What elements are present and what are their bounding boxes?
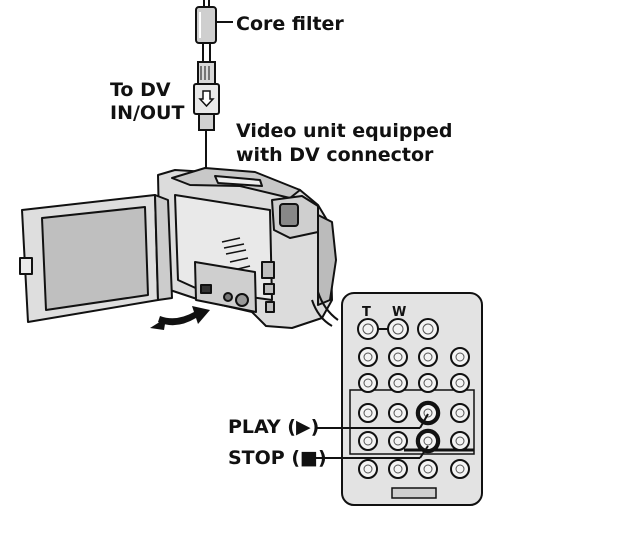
- play-label: PLAY (▶): [228, 416, 320, 438]
- remote-button: [418, 373, 438, 393]
- lcd-monitor: [19, 194, 173, 323]
- rotate-arrow-icon: [150, 306, 210, 330]
- remote-button-inner: [362, 323, 374, 335]
- remote-button: [388, 373, 408, 393]
- to-dv-label-line2: IN/OUT: [110, 102, 185, 124]
- remote-button: [418, 431, 438, 451]
- remote-button: [358, 403, 378, 423]
- remote-button-inner: [422, 323, 434, 335]
- core-filter-label: Core filter: [236, 13, 344, 35]
- video-unit-label-line2: with DV connector: [236, 144, 434, 166]
- remote-button-inner: [455, 378, 465, 388]
- remote-control-icon: [341, 292, 483, 506]
- highlighted-button-ring: [415, 428, 441, 454]
- remote-button: [358, 431, 378, 451]
- camcorder-icon: [157, 167, 339, 329]
- video-unit-label-line1: Video unit equipped: [236, 120, 453, 142]
- remote-button: [388, 347, 408, 367]
- remote-button-inner: [423, 464, 433, 474]
- remote-button-inner: [363, 352, 373, 362]
- remote-button: [388, 403, 408, 423]
- remote-button-inner: [455, 464, 465, 474]
- remote-button: [358, 373, 378, 393]
- remote-button: [388, 431, 408, 451]
- to-dv-label-line1: To DV: [110, 79, 171, 101]
- remote-w-label: W: [392, 305, 407, 320]
- remote-button-inner: [393, 464, 403, 474]
- remote-button: [417, 318, 439, 340]
- remote-button-inner: [455, 436, 465, 446]
- remote-button-inner: [423, 378, 433, 388]
- remote-t-label: T: [362, 305, 371, 320]
- remote-button: [358, 347, 378, 367]
- remote-button-inner: [393, 352, 403, 362]
- remote-button: [418, 459, 438, 479]
- remote-button: [450, 403, 470, 423]
- remote-button-inner: [363, 408, 373, 418]
- remote-button-inner: [393, 378, 403, 388]
- remote-button-inner: [455, 352, 465, 362]
- remote-button-inner: [363, 464, 373, 474]
- remote-button-inner: [363, 436, 373, 446]
- remote-button: [450, 347, 470, 367]
- remote-button: [418, 403, 438, 423]
- remote-button: [450, 459, 470, 479]
- remote-button-inner: [423, 352, 433, 362]
- remote-button: [358, 459, 378, 479]
- remote-button: [450, 431, 470, 451]
- remote-button: [388, 459, 408, 479]
- remote-button-inner: [363, 378, 373, 388]
- remote-button-inner: [393, 436, 403, 446]
- remote-button-inner: [393, 408, 403, 418]
- core-filter-icon: [195, 6, 217, 44]
- remote-buttons: [357, 318, 470, 479]
- remote-button-inner: [423, 436, 433, 446]
- pointer-lines: [315, 413, 429, 459]
- remote-button-inner: [423, 408, 433, 418]
- stop-label: STOP (■): [228, 447, 327, 469]
- remote-button-inner: [392, 323, 404, 335]
- remote-button: [418, 347, 438, 367]
- cable-segment: [202, 21, 233, 62]
- remote-button-inner: [455, 408, 465, 418]
- remote-button: [450, 373, 470, 393]
- highlighted-button-ring: [415, 400, 441, 426]
